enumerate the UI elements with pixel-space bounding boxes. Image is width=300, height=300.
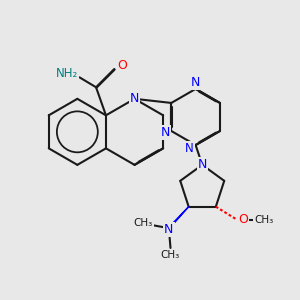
Polygon shape	[168, 207, 189, 229]
Text: NH₂: NH₂	[56, 67, 78, 80]
Text: N: N	[164, 223, 173, 236]
Text: N: N	[161, 126, 170, 139]
Text: N: N	[130, 92, 139, 105]
Text: O: O	[238, 213, 248, 226]
Text: N: N	[198, 158, 207, 171]
Text: N: N	[191, 76, 200, 89]
Text: CH₃: CH₃	[254, 215, 273, 225]
Text: O: O	[118, 59, 128, 72]
Text: CH₃: CH₃	[161, 250, 180, 260]
Text: N: N	[185, 142, 194, 155]
Text: CH₃: CH₃	[134, 218, 153, 228]
